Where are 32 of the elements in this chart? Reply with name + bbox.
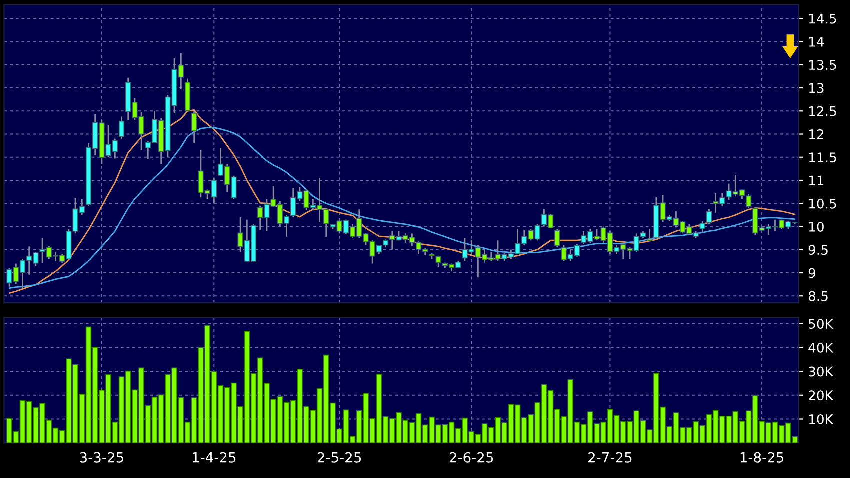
y-tick-label: 50K bbox=[809, 319, 834, 330]
y-tick-label: 14.5 bbox=[809, 14, 836, 24]
y-tick-label: 13.5 bbox=[809, 60, 836, 70]
y-tick-label: 10.5 bbox=[809, 198, 836, 209]
x-tick-label: 2-7-25 bbox=[588, 452, 632, 463]
y-tick-label: 14 bbox=[809, 37, 824, 47]
candlestick bbox=[647, 228, 653, 242]
candlestick bbox=[118, 116, 125, 140]
y-tick-label: 9.5 bbox=[808, 245, 828, 256]
x-tick-label: 2-6-25 bbox=[450, 452, 494, 463]
x-tick-label: 3-3-25 bbox=[80, 452, 124, 463]
y-tick-label: 13 bbox=[809, 83, 824, 94]
x-tick-label: 1-8-25 bbox=[740, 452, 784, 463]
y-tick-label: 11 bbox=[809, 176, 824, 186]
y-tick-label: 8.5 bbox=[808, 291, 828, 302]
candlestick bbox=[436, 255, 442, 268]
y-tick-label: 9 bbox=[808, 268, 816, 278]
y-tick-label: 11.5 bbox=[809, 152, 836, 163]
candlestick bbox=[192, 110, 198, 144]
y-tick-label: 12.5 bbox=[809, 106, 836, 116]
y-tick-label: 30K bbox=[809, 366, 834, 377]
y-tick-label: 12 bbox=[809, 129, 824, 140]
candlestick bbox=[700, 220, 706, 233]
candlestick bbox=[554, 228, 560, 248]
x-tick-label: 1-4-25 bbox=[193, 452, 236, 463]
y-tick-label: 40K bbox=[808, 342, 834, 353]
x-tick-label: 2-5-25 bbox=[318, 452, 362, 463]
y-tick-label: 10 bbox=[809, 222, 824, 232]
y-tick-label: 20K bbox=[808, 390, 834, 401]
candlestick bbox=[706, 208, 712, 226]
y-tick-label: 10K bbox=[809, 414, 834, 424]
candlestick bbox=[746, 194, 752, 209]
